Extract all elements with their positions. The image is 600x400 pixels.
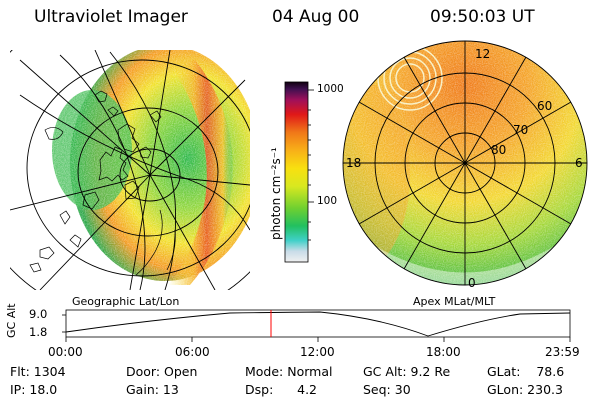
magnetic-panel	[342, 40, 588, 286]
ip-value: IP: 18.0	[10, 382, 58, 397]
mag-grid	[342, 40, 588, 286]
geographic-caption: Geographic Lat/Lon	[72, 295, 180, 308]
lat-label-60: 60	[537, 99, 553, 113]
lat-label-70: 70	[513, 123, 529, 137]
colorbar-tick-100: 100	[317, 195, 338, 207]
coastlines	[29, 90, 176, 276]
mlt-label-0: 0	[468, 276, 476, 290]
orbit-timeline	[62, 309, 571, 342]
timeline-ylabel: GC Alt	[5, 303, 18, 338]
timeline-xtick-0000: 00:00	[48, 345, 83, 359]
timeline-xtick-1800: 18:00	[426, 345, 461, 359]
mlt-label-6: 6	[575, 156, 583, 170]
flight-number: Flt: 1304	[10, 364, 66, 379]
sequence-number: Seq: 30	[363, 382, 411, 397]
gc-altitude: GC Alt: 9.2 Re	[363, 364, 451, 379]
timeline-ytick-9: 9.0	[29, 307, 48, 321]
geo-latitude: GLat: 78.6	[487, 364, 565, 379]
altitude-curve	[65, 311, 571, 337]
door-status: Door: Open	[126, 364, 198, 379]
gain-value: Gain: 13	[126, 382, 179, 397]
colorbar-tick-1000: 1000	[317, 83, 344, 95]
magnetic-caption: Apex MLat/MLT	[413, 295, 496, 308]
timeline-ytick-1: 1.8	[29, 325, 48, 339]
timeline-xtick-2359: 23:59	[545, 345, 580, 359]
date-label: 04 Aug 00	[272, 7, 360, 27]
lat-label-80: 80	[491, 143, 507, 157]
timeline-xtick-1200: 12:00	[300, 345, 335, 359]
instrument-title: Ultraviolet Imager	[34, 7, 188, 27]
mode-value: Mode: Normal	[245, 364, 333, 379]
geographic-panel	[10, 50, 250, 290]
timeline-xtick-0600: 06:00	[175, 345, 210, 359]
timeline-ticks	[62, 314, 571, 342]
colorbar	[284, 81, 309, 263]
geo-longitude: GLon: 230.3	[487, 382, 563, 397]
time-label: 09:50:03 UT	[430, 7, 535, 27]
dsp-value: Dsp: 4.2	[245, 382, 318, 397]
mlt-label-18: 18	[346, 156, 362, 170]
mlt-label-12: 12	[475, 47, 491, 61]
colorbar-ticks	[308, 89, 314, 241]
colorbar-unit-label: photon cm⁻²s⁻¹	[269, 147, 283, 240]
